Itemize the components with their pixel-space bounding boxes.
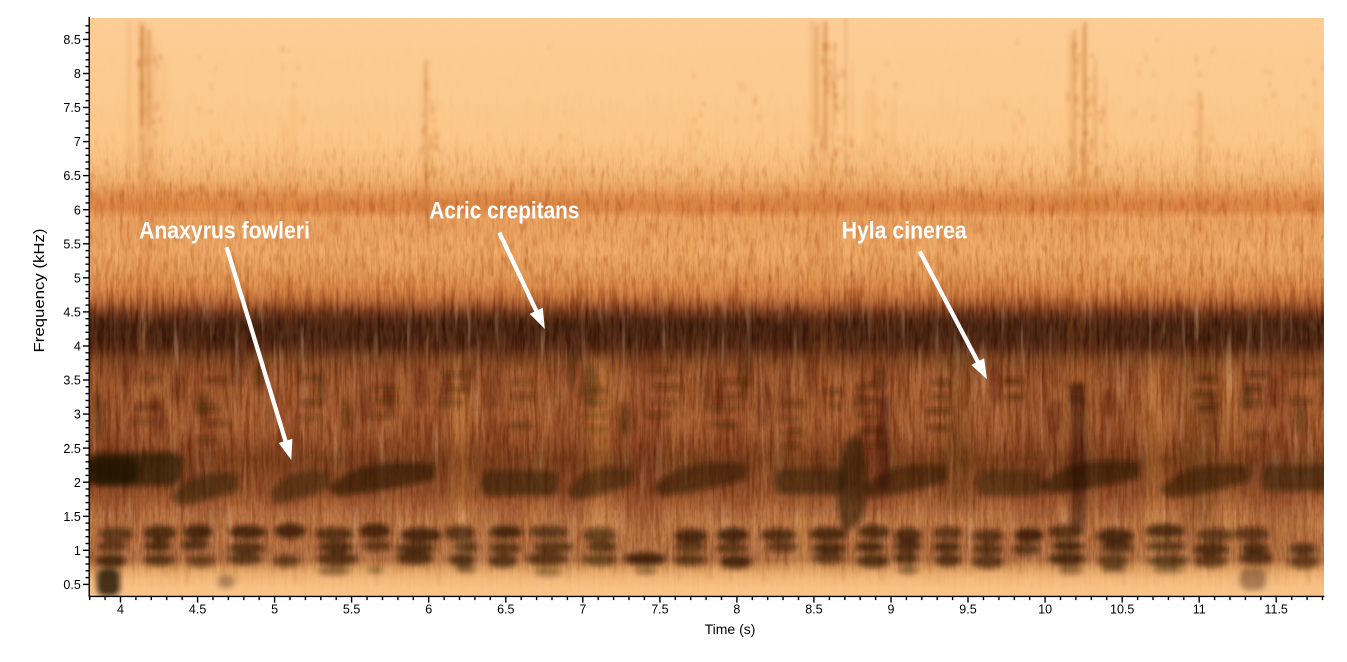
svg-text:9.5: 9.5 bbox=[959, 603, 976, 617]
svg-text:6.5: 6.5 bbox=[497, 603, 514, 617]
svg-text:7.5: 7.5 bbox=[63, 101, 80, 115]
svg-text:4: 4 bbox=[117, 603, 124, 617]
svg-text:9: 9 bbox=[888, 603, 895, 617]
svg-text:7: 7 bbox=[579, 603, 586, 617]
svg-text:Anaxyrus fowleri: Anaxyrus fowleri bbox=[139, 218, 310, 245]
svg-text:6.5: 6.5 bbox=[63, 169, 80, 183]
svg-text:7: 7 bbox=[74, 135, 81, 149]
svg-text:10: 10 bbox=[1038, 603, 1052, 617]
svg-text:2: 2 bbox=[74, 476, 81, 490]
svg-text:8: 8 bbox=[74, 67, 81, 81]
svg-text:Hyla cinerea: Hyla cinerea bbox=[842, 218, 968, 245]
svg-text:5: 5 bbox=[74, 271, 81, 285]
svg-text:5.5: 5.5 bbox=[63, 237, 80, 251]
svg-text:Frequency (kHz): Frequency (kHz) bbox=[32, 229, 48, 353]
svg-text:1.5: 1.5 bbox=[63, 510, 80, 524]
svg-text:8.5: 8.5 bbox=[805, 603, 822, 617]
svg-text:4.5: 4.5 bbox=[189, 603, 206, 617]
svg-text:7.5: 7.5 bbox=[651, 603, 668, 617]
svg-text:1: 1 bbox=[74, 544, 81, 558]
svg-text:8.5: 8.5 bbox=[63, 33, 80, 47]
svg-text:11.5: 11.5 bbox=[1264, 603, 1287, 617]
svg-text:5.5: 5.5 bbox=[343, 603, 360, 617]
svg-text:3: 3 bbox=[74, 408, 81, 422]
svg-text:3.5: 3.5 bbox=[63, 374, 80, 388]
svg-text:10.5: 10.5 bbox=[1110, 603, 1134, 617]
svg-text:6: 6 bbox=[425, 603, 432, 617]
svg-text:4: 4 bbox=[74, 340, 81, 354]
svg-text:11: 11 bbox=[1193, 603, 1206, 617]
svg-text:Time (s): Time (s) bbox=[705, 621, 756, 637]
svg-text:8: 8 bbox=[733, 603, 740, 617]
svg-text:4.5: 4.5 bbox=[63, 306, 80, 320]
svg-text:6: 6 bbox=[74, 203, 81, 217]
svg-text:0.5: 0.5 bbox=[63, 578, 80, 592]
svg-text:5: 5 bbox=[271, 603, 278, 617]
svg-text:2.5: 2.5 bbox=[63, 442, 80, 456]
svg-text:Acric crepitans: Acric crepitans bbox=[429, 198, 579, 225]
